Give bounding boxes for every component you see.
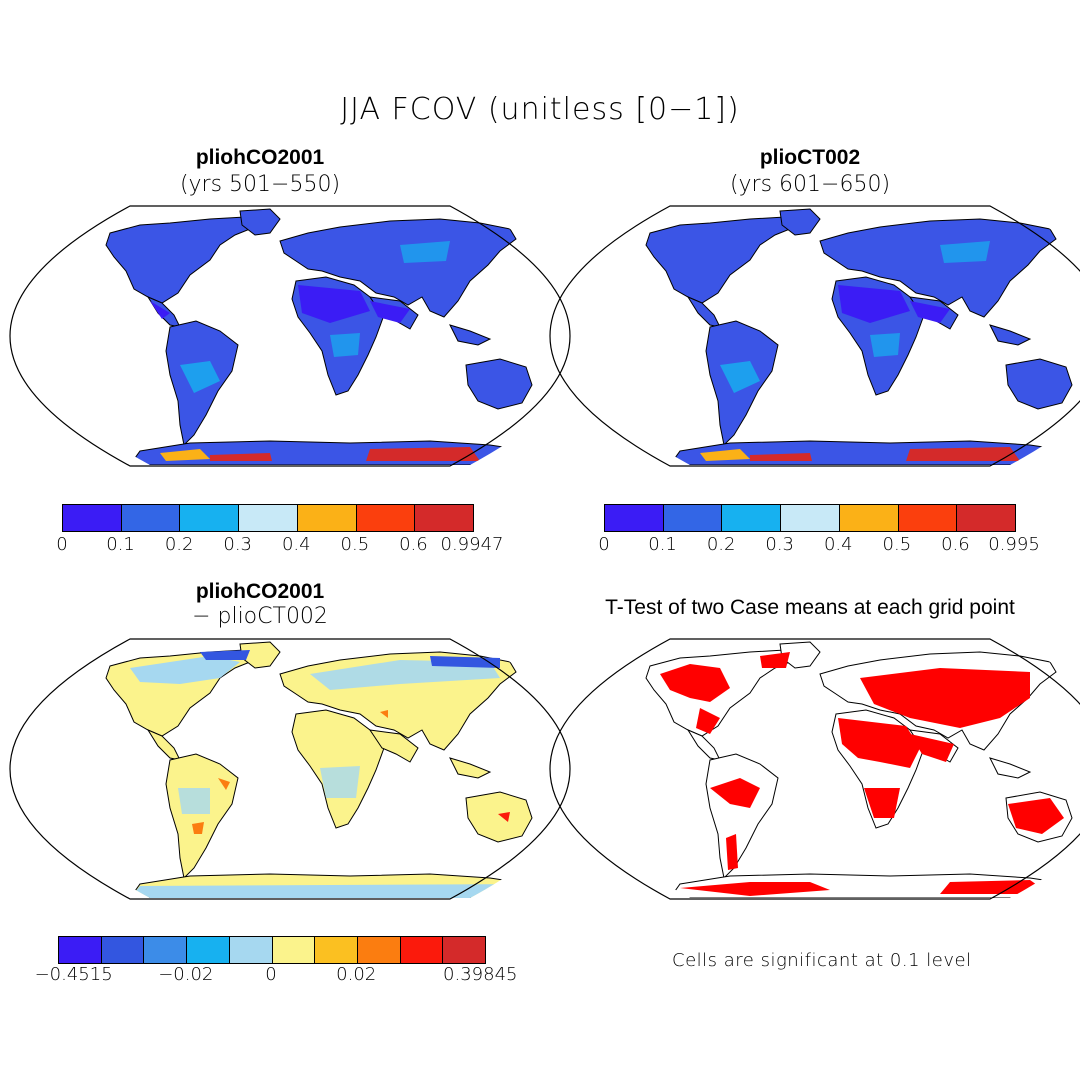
colorbar-cell: [144, 937, 188, 963]
colorbar-tick-label: 0.5: [882, 534, 912, 555]
colorbar-cell: [121, 505, 181, 531]
colorbar-tick-label: 0.995: [988, 534, 1040, 555]
panel-subtitle-top-right: (yrs 601−650): [729, 172, 891, 197]
colorbar-tick-label: 0.6: [399, 534, 428, 555]
colorbar-top-left: [62, 504, 474, 532]
colorbar-cell: [187, 937, 230, 963]
colorbar-cell: [839, 505, 899, 531]
panel-title-top-left: pliohCO2001: [195, 146, 325, 169]
colorbar-tick-label: 0: [56, 534, 68, 555]
colorbar-cell: [357, 937, 401, 963]
colorbar-tick-label: 0.4: [823, 534, 853, 555]
colorbar-bottom-left: [58, 936, 486, 964]
figure-title: JJA FCOV (unitless [0−1]): [340, 92, 740, 127]
colorbar-tick-label: 0.2: [164, 534, 194, 555]
colorbar-cell: [59, 937, 102, 963]
colorbar-tick-label: 0.1: [648, 534, 677, 555]
colorbar-tick-label: 0.6: [941, 534, 970, 555]
colorbar-tick-label: 0.3: [765, 534, 795, 555]
colorbar-tick-label: 0.5: [340, 534, 370, 555]
map-bottom-left: [9, 638, 571, 900]
map-top-left: [9, 205, 571, 467]
colorbar-tick-label: 0.9947: [440, 534, 504, 555]
colorbar-cell: [957, 505, 1016, 531]
colorbar-tick-label: −0.02: [158, 964, 214, 985]
colorbar-cell: [898, 505, 958, 531]
colorbar-top-left-labels: 0 0.1 0.2 0.3 0.4 0.5 0.6 0.9947: [56, 534, 503, 558]
colorbar-cell: [297, 505, 357, 531]
colorbar-cell: [272, 937, 316, 963]
colorbar-top-right: [604, 504, 1016, 532]
colorbar-tick-label: 0: [598, 534, 610, 555]
colorbar-cell: [229, 937, 273, 963]
colorbar-cell: [180, 505, 240, 531]
colorbar-tick-label: 0.3: [223, 534, 253, 555]
panel-title-bottom-right: T-Test of two Case means at each grid po…: [605, 596, 1015, 619]
panel-title-bottom-left: pliohCO2001: [195, 580, 325, 603]
significance-note: Cells are significant at 0.1 level: [672, 950, 972, 971]
panel-title-top-right: plioCT002: [759, 146, 861, 169]
colorbar-tick-label: 0.39845: [443, 964, 518, 985]
colorbar-tick-label: −0.4515: [34, 964, 113, 985]
colorbar-tick-label: 0.1: [106, 534, 135, 555]
colorbar-cell: [315, 937, 358, 963]
colorbar-top-right-labels: 0 0.1 0.2 0.3 0.4 0.5 0.6 0.995: [598, 534, 1039, 558]
colorbar-cell: [443, 937, 486, 963]
colorbar-tick-label: 0: [265, 964, 277, 985]
colorbar-cell: [781, 505, 840, 531]
colorbar-cell: [415, 505, 474, 531]
colorbar-cell: [400, 937, 444, 963]
colorbar-cell: [101, 937, 145, 963]
colorbar-bottom-left-labels: −0.4515 −0.02 0 0.02 0.39845: [35, 964, 518, 988]
colorbar-cell: [722, 505, 782, 531]
colorbar-cell: [63, 505, 122, 531]
colorbar-tick-label: 0.2: [706, 534, 736, 555]
colorbar-cell: [356, 505, 416, 531]
panel-subtitle-top-left: (yrs 501−550): [179, 172, 341, 197]
map-top-right: [549, 205, 1080, 467]
colorbar-tick-label: 0.02: [336, 964, 377, 985]
colorbar-cell: [605, 505, 664, 531]
colorbar-cell: [663, 505, 723, 531]
colorbar-cell: [239, 505, 298, 531]
map-bottom-right: [549, 638, 1080, 900]
colorbar-tick-label: 0.4: [281, 534, 311, 555]
panel-subtitle-bottom-left: − plioCT002: [192, 604, 328, 629]
